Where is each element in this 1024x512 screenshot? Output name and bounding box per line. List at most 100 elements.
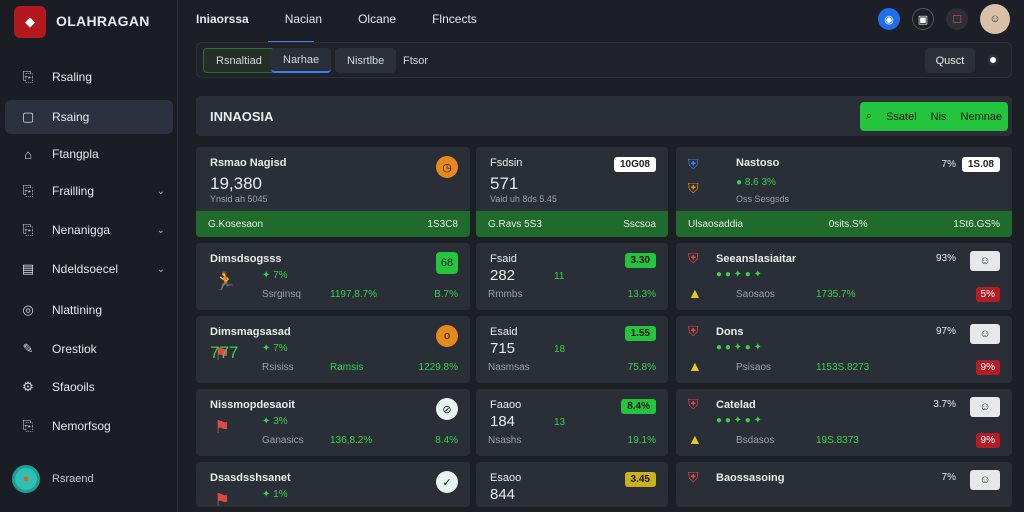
dot-icon[interactable]: [987, 54, 999, 66]
player-icon: ⚑: [214, 417, 231, 437]
player-card-1[interactable]: Dimsmagsasad ⚑ 777 ✦ 7% Rsisiss Ramsis 1229.8%…: [196, 316, 470, 383]
score-value: 282: [490, 267, 516, 284]
match-label: Psisaos: [736, 362, 772, 373]
match-card-0[interactable]: ⛨ Seeanslasiaitar 93% ☺ ● ● ✦ ● ✦ ▲ Saosaos 173…: [676, 243, 1012, 310]
match-card-1[interactable]: ⛨ Dons 97% ☺ ● ● ✦ ● ✦ ▲ Psisaos 1153S.8273 9%: [676, 316, 1012, 383]
sidebar-item-4[interactable]: ⎘ Nenanigga ⌄: [5, 213, 173, 247]
card-badge: 10G08: [613, 157, 656, 172]
search-icon: ⌕: [865, 110, 873, 122]
card-pct: 7%: [941, 159, 956, 170]
sidebar-item-1[interactable]: ▢ Rsaing: [5, 100, 173, 134]
player-pct: 7%: [273, 343, 288, 354]
score-label: Rmmbs: [488, 289, 523, 300]
tab-3[interactable]: Nisrtlbe: [335, 48, 397, 73]
card-sub: Ynsid ah 5045: [210, 194, 268, 204]
footer-left: Ulsaosaddia: [688, 218, 744, 230]
player-stat-2: 1197,8.7%: [330, 289, 378, 300]
score-label: Nasmsas: [488, 362, 530, 373]
match-pct: 97%: [935, 326, 956, 337]
topnav-item-2[interactable]: Nacian: [284, 12, 323, 26]
profile-avatar[interactable]: ☺: [980, 4, 1010, 34]
score-count: 18: [554, 344, 566, 355]
player-icon: 🏃: [214, 271, 237, 291]
topnav-item-1[interactable]: Iniaorssa: [196, 12, 249, 26]
tab-2[interactable]: Narhae: [271, 48, 332, 73]
card-title: Nastoso: [736, 157, 780, 169]
logo-shield-icon: ◆: [14, 6, 46, 38]
sidebar-label: Ftangpla: [52, 147, 99, 161]
sidebar-label: Nemorfsog: [52, 419, 111, 433]
section-title: INNAOSIA: [210, 109, 274, 124]
score-title: Faaoo: [490, 399, 522, 411]
tab-1[interactable]: Rsnaltiad: [203, 48, 275, 73]
team-shield-icon: ⛨: [688, 156, 699, 172]
player-pct: 3%: [273, 416, 288, 427]
score-card-2[interactable]: Faaoo 184 13 Nsashs 19.1% 8.4%: [476, 389, 668, 456]
player-stat: ✦ 1%: [262, 489, 288, 500]
player-photo: ☺: [970, 397, 1000, 417]
bell-icon[interactable]: ▣: [912, 8, 934, 30]
team-shield-icon-2: ▲: [688, 358, 702, 374]
player-stat: ✦ 3%: [262, 416, 288, 427]
player-card-3[interactable]: Dsasdsshsanet ⚑ ✦ 1% ✓: [196, 462, 470, 507]
match-card-3[interactable]: ⛨ Baossasoing 7% ☺: [676, 462, 1012, 507]
top-icons: ◉ ▣ ☐ ☺: [866, 4, 1010, 34]
user-profile[interactable]: ● Rsraend: [12, 465, 94, 493]
player-photo: ☺: [970, 324, 1000, 344]
sidebar-label: Rsaing: [52, 110, 90, 124]
match-pct: 93%: [935, 253, 956, 264]
tab-4[interactable]: Ftsor: [403, 54, 429, 67]
score-card-1[interactable]: Esaid 715 18 Nasmsas 75.8% 1.55: [476, 316, 668, 383]
team-shield-icon: ⛨: [688, 396, 699, 412]
avatar[interactable]: ●: [12, 465, 40, 493]
stat-card-2[interactable]: Fsdsin 571 Vaid uh 8ds 5.45 10G08 G.Ravs…: [476, 147, 668, 237]
player-card-2[interactable]: Nissmopdesaoit ⚑ ✦ 3% Ganasics 136,8.2% 8.4% ⊘: [196, 389, 470, 456]
match-title: Baossasoing: [716, 472, 785, 484]
score-value: 184: [490, 413, 516, 430]
sidebar-item-9[interactable]: ⎘ Nemorfsog: [5, 409, 173, 443]
sidebar-item-6[interactable]: ◎ Nlattining: [5, 293, 173, 327]
match-title: Seeanslasiaitar: [716, 253, 797, 265]
player-stat-2: 136,8.2%: [330, 435, 373, 446]
player-card-0[interactable]: Dimsdsogsss 🏃 ✦ 7% Ssrginsq 1197,8.7% B.7% 68: [196, 243, 470, 310]
score-card-0[interactable]: Fsaid 282 11 Rmmbs 13.3% 3.30: [476, 243, 668, 310]
btn-label-1: Ssatel: [886, 110, 917, 123]
player-label: Rsisiss: [262, 362, 294, 373]
sidebar-item-7[interactable]: ✎ Orestiok: [5, 332, 173, 366]
tab-bar: Rsnaltiad Narhae Nisrtlbe Ftsor Qusct: [196, 42, 1012, 78]
loss-badge: 5%: [975, 287, 1000, 302]
score-card-3[interactable]: Esaoo 844 3.45: [476, 462, 668, 507]
player-label: Ssrginsq: [262, 289, 301, 300]
table-icon: ▤: [21, 261, 35, 276]
match-card-2[interactable]: ⛨ Catelad 3.7% ☺ ● ● ✦ ● ✦ ▲ Bsdasos 19S.8373 9%: [676, 389, 1012, 456]
card-footer: G.Ravs 5S3 Sscsoa: [476, 211, 668, 237]
brand-name: OLAHRAGAN: [56, 13, 150, 29]
sidebar-item-2[interactable]: ⌂ Ftangpla: [5, 137, 173, 171]
section-header: INNAOSIA ⌕ Ssatel Nis Nemnae: [196, 96, 1012, 136]
player-photo: ☺: [970, 470, 1000, 490]
score-label: Nsashs: [488, 435, 522, 446]
mail-icon[interactable]: ☐: [946, 8, 968, 30]
card-title: Rsmao Nagisd: [210, 157, 287, 169]
sidebar-item-8[interactable]: ⚙ Sfaooils: [5, 370, 173, 404]
shield-icon[interactable]: ◉: [878, 8, 900, 30]
green-search-button[interactable]: ⌕ Ssatel Nis Nemnae: [860, 102, 1008, 131]
topnav-item-3[interactable]: Olcane: [358, 12, 397, 26]
topnav-item-4[interactable]: Flncects: [432, 12, 477, 26]
quick-button[interactable]: Qusct: [925, 48, 975, 73]
score-count: 13: [554, 417, 566, 428]
stat-card-1[interactable]: Rsmao Nagisd 19,380 Ynsid ah 5045 ◷ G.Ko…: [196, 147, 470, 237]
sidebar-item-3[interactable]: ⎘ Frailling ⌄: [5, 174, 173, 208]
stat-card-3[interactable]: ⛨ Nastoso ⛨ ● 8.6 3% Oss Sesgsds 7% 1S.0…: [676, 147, 1012, 237]
gear-icon: ⚙: [22, 379, 34, 394]
team-shield-icon: ⛨: [688, 323, 699, 339]
sidebar-item-5[interactable]: ▤ Ndeldsoecel ⌄: [5, 252, 173, 286]
sidebar-item-0[interactable]: ⎘ Rsaling: [5, 60, 173, 94]
team-shield-icon-2: ▲: [688, 285, 702, 301]
house-icon: ⌂: [24, 146, 32, 162]
score-title: Esaid: [490, 326, 518, 338]
square-icon: ▢: [21, 109, 35, 124]
footer-right: Sscsoa: [623, 218, 656, 230]
player-stat-2: Ramsis: [330, 362, 364, 373]
sidebar-label: Nlattining: [52, 303, 103, 317]
